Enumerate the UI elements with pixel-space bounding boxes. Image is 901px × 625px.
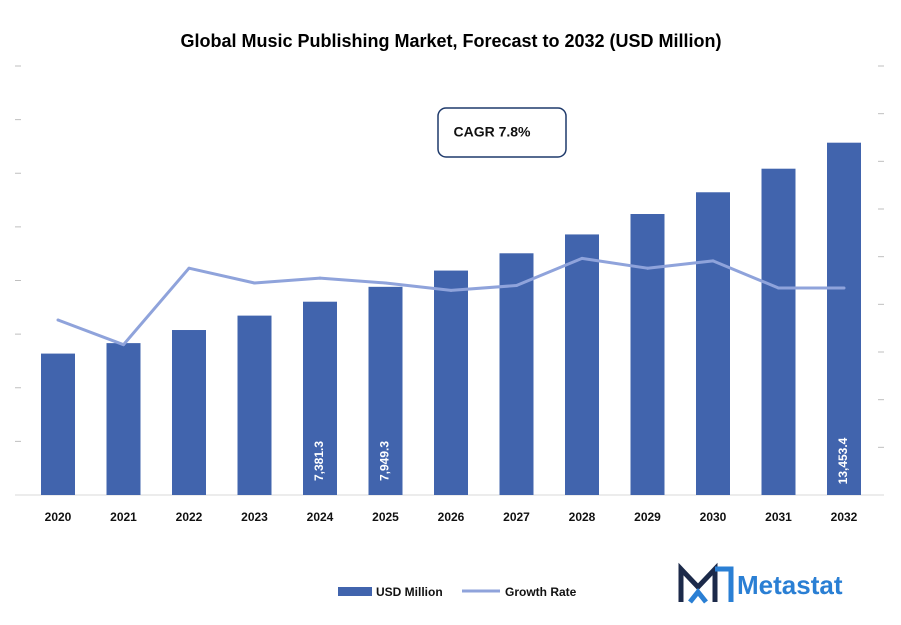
bar-2026 — [434, 270, 468, 495]
x-tick-label-2022: 2022 — [176, 510, 203, 524]
x-tick-label-2030: 2030 — [700, 510, 727, 524]
growth-rate-point-2032 — [842, 286, 846, 290]
x-tick-label-2025: 2025 — [372, 510, 399, 524]
bar-value-label-2032: 13,453.4 — [836, 437, 850, 484]
growth-rate-point-2022 — [187, 266, 191, 270]
left-axis-ticks — [15, 65, 21, 496]
bar-2030 — [696, 192, 730, 495]
metastat-logo: Metastat — [678, 562, 843, 604]
bar-series — [41, 142, 861, 496]
bar-2031 — [761, 168, 796, 496]
x-tick-label-2032: 2032 — [831, 510, 858, 524]
growth-rate-point-2020 — [56, 318, 60, 322]
legend-label-usd-million: USD Million — [376, 585, 443, 599]
x-tick-label-2023: 2023 — [241, 510, 268, 524]
bar-data-labels: 7,381.3 7,949.3 13,453.4 — [312, 437, 850, 484]
bar-2025 — [368, 286, 403, 495]
growth-rate-point-2029 — [646, 266, 649, 270]
growth-rate-point-2026 — [449, 288, 453, 292]
x-tick-label-2027: 2027 — [503, 510, 530, 524]
growth-rate-point-2027 — [515, 284, 518, 287]
bar-2028 — [565, 234, 599, 495]
cagr-callout: CAGR 7.8% — [437, 107, 567, 158]
x-tick-label-2031: 2031 — [765, 510, 792, 524]
cagr-callout-box — [437, 107, 567, 158]
growth-rate-point-2028 — [580, 256, 584, 260]
right-axis-ticks — [878, 65, 884, 496]
growth-rate-point-2021 — [122, 343, 125, 347]
bar-value-label-2025: 7,949.3 — [378, 441, 392, 481]
legend: USD Million Growth Rate — [338, 585, 577, 599]
growth-rate-point-2031 — [777, 286, 780, 290]
chart-title: Global Music Publishing Market, Forecast… — [180, 31, 721, 51]
metastat-logo-text: Metastat — [737, 570, 843, 600]
x-tick-label-2026: 2026 — [438, 510, 465, 524]
bar-2029 — [630, 214, 665, 495]
metastat-m-logo-icon — [678, 562, 734, 604]
bar-2021 — [106, 343, 141, 495]
x-tick-label-2028: 2028 — [569, 510, 596, 524]
bar-2024 — [303, 301, 337, 495]
growth-rate-series — [56, 256, 846, 347]
x-tick-label-2024: 2024 — [307, 510, 334, 524]
x-tick-label-2029: 2029 — [634, 510, 661, 524]
bar-2023 — [237, 315, 272, 495]
x-tick-label-2021: 2021 — [110, 510, 137, 524]
growth-rate-point-2025 — [384, 281, 387, 285]
growth-rate-point-2023 — [253, 281, 256, 285]
x-axis-tick-labels: 2020 2021 2022 2023 2024 2025 2026 2027 2028 2029… — [45, 510, 858, 524]
bar-2032 — [827, 142, 861, 495]
bar-value-label-2024: 7,381.3 — [312, 441, 326, 481]
legend-swatch-usd-million — [338, 587, 372, 596]
bar-2020 — [41, 353, 75, 495]
bar-2027 — [499, 253, 534, 495]
growth-rate-point-2030 — [711, 259, 715, 263]
bar-2022 — [172, 330, 206, 495]
growth-rate-point-2024 — [318, 276, 322, 280]
x-tick-label-2020: 2020 — [45, 510, 72, 524]
cagr-callout-text: CAGR 7.8% — [453, 124, 531, 140]
legend-label-growth-rate: Growth Rate — [505, 585, 577, 599]
